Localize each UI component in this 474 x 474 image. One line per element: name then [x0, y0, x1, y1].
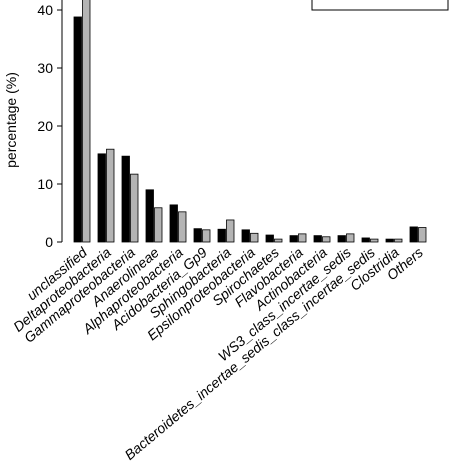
bar [226, 219, 235, 243]
bar [97, 153, 106, 243]
bar [217, 228, 226, 243]
bar [130, 173, 139, 243]
bar [82, 0, 91, 243]
legend-box [311, 0, 449, 11]
bar [178, 211, 187, 243]
bar [370, 238, 379, 243]
y-tick-label: 20 [37, 118, 53, 134]
y-axis-label: percentage (%) [3, 72, 19, 168]
bar [121, 155, 130, 243]
bar [418, 227, 427, 243]
bar [73, 16, 82, 243]
bar [394, 238, 403, 243]
bar [289, 235, 298, 243]
y-tick-label: 0 [45, 234, 53, 250]
bar [346, 233, 355, 243]
bar [193, 228, 202, 243]
bar [322, 236, 331, 243]
bar [241, 229, 250, 243]
bar [361, 237, 370, 243]
bar [265, 234, 274, 243]
bar [169, 204, 178, 243]
bar [250, 232, 259, 243]
bar [298, 233, 307, 243]
bar [106, 148, 115, 243]
y-tick-label: 30 [37, 60, 53, 76]
bar [385, 238, 394, 243]
y-tick-label: 10 [37, 176, 53, 192]
y-tick-label: 40 [37, 2, 53, 18]
bar [409, 226, 418, 243]
bar [154, 207, 163, 243]
bar [337, 235, 346, 243]
bar [145, 189, 154, 243]
bar [313, 235, 322, 243]
bar [202, 229, 211, 243]
bar [274, 238, 283, 243]
